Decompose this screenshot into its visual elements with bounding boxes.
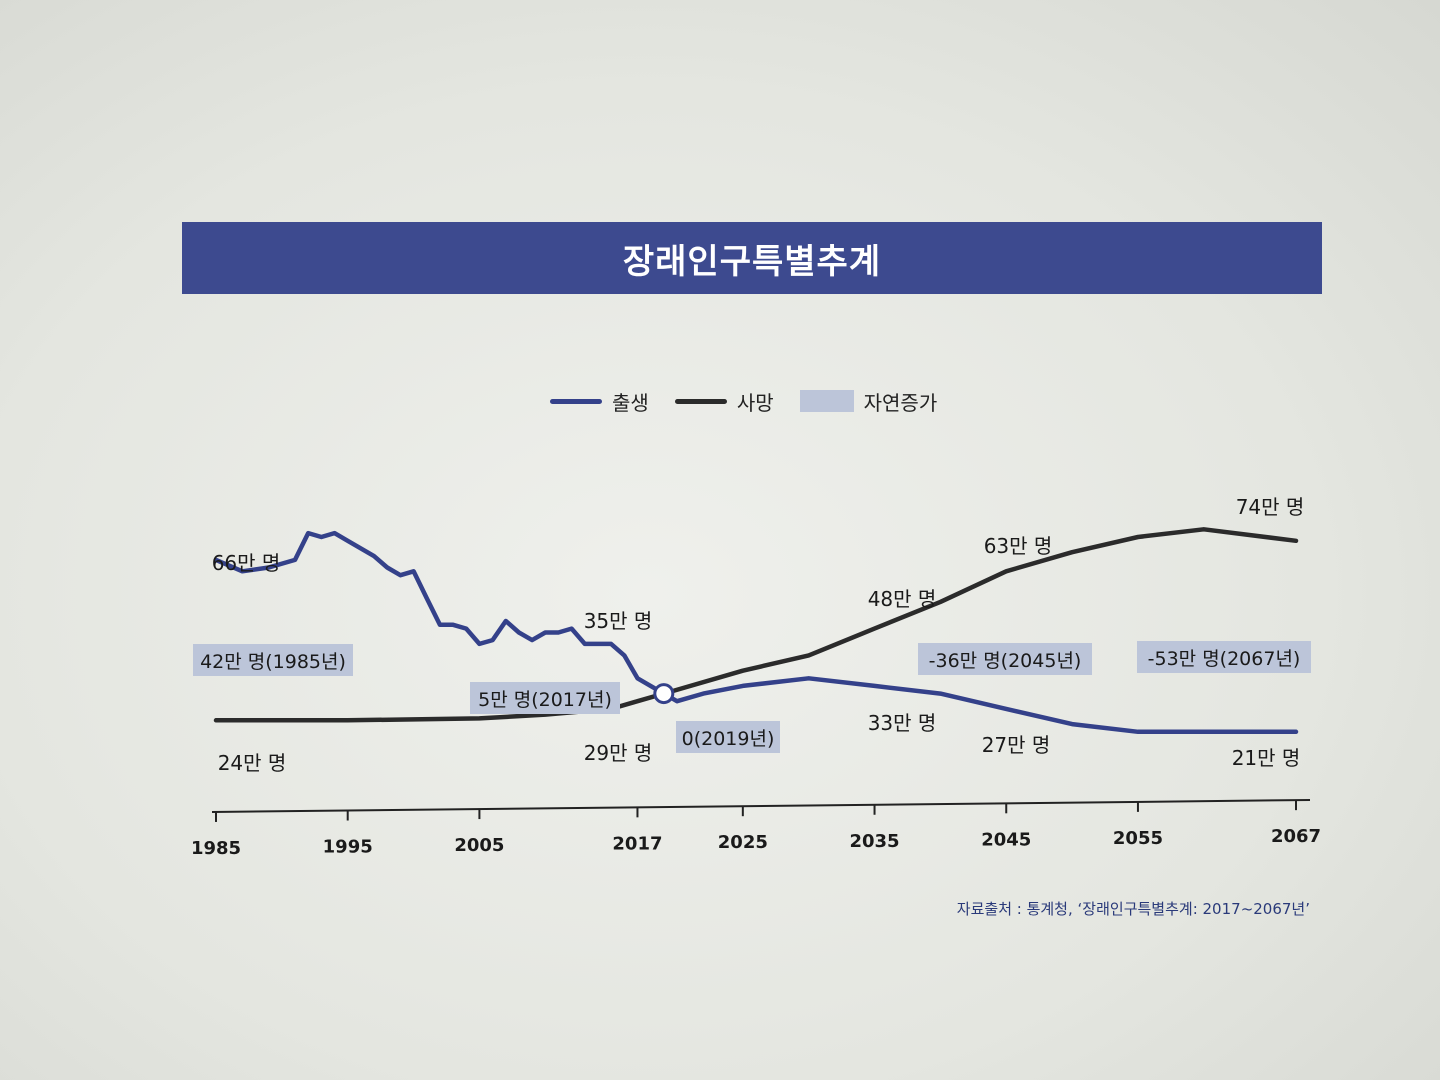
natural-increase-label: -53만 명(2067년) [1148,648,1301,670]
x-tick-label: 1995 [323,837,373,858]
x-tick-label: 2067 [1271,826,1321,847]
x-tick-label: 2055 [1113,828,1163,849]
value-annotation-label: 66만 명 [212,551,281,575]
legend-swatch-natural-increase [799,390,854,412]
value-annotation-label: 63만 명 [984,534,1053,558]
value-annotation-label: 74만 명 [1236,495,1305,519]
x-tick-label: 1985 [191,838,241,859]
value-annotation-label: 27만 명 [982,733,1051,757]
death-series-line [213,527,1299,723]
legend-label-natural-increase: 자연증가 [863,390,938,415]
legend-swatch-death [674,398,727,404]
legend-item-death: 사망 [674,387,774,416]
legend-item-natural-increase: 자연증가 [799,387,938,416]
value-annotation-label: 24만 명 [218,751,287,775]
legend-label-birth: 출생 [612,390,649,415]
value-annotation-label: 48만 명 [868,587,937,611]
value-annotation-label: 29만 명 [584,741,653,765]
x-tick-label: 2005 [454,835,504,856]
crossover-point-marker [653,683,675,705]
natural-increase-box [918,643,1092,675]
legend-swatch-birth [550,398,602,404]
value-annotation-label: 33만 명 [868,711,937,735]
natural-increase-box [1137,641,1311,673]
value-annotation-label: 21만 명 [1232,746,1301,770]
natural-increase-box [193,644,353,676]
birth-series-line [213,530,1299,735]
chart-title-band: 장래인구특별추계 [182,222,1322,294]
x-tick-label: 2035 [849,831,899,852]
x-tick-label: 2017 [612,833,662,854]
natural-increase-label: 0(2019년) [682,728,775,750]
chart-legend: 출생 사망 자연증가 [550,384,937,418]
natural-increase-label: 42만 명(1985년) [200,651,346,673]
legend-label-death: 사망 [736,390,774,415]
natural-increase-label: -36만 명(2045년) [929,650,1082,672]
x-tick-label: 2045 [981,829,1031,850]
source-note: 자료출처 : 통계청, ‘장래인구특별추계: 2017~2067년’ [956,900,1310,918]
natural-increase-box [676,721,780,753]
value-annotation-label: 35만 명 [584,609,653,633]
natural-increase-label: 5만 명(2017년) [478,689,612,711]
x-tick-label: 2025 [718,832,768,853]
legend-item-birth: 출생 [550,387,649,416]
natural-increase-box [470,682,620,714]
chart-title: 장래인구특별추계 [622,241,882,282]
x-axis-line [211,799,1311,813]
